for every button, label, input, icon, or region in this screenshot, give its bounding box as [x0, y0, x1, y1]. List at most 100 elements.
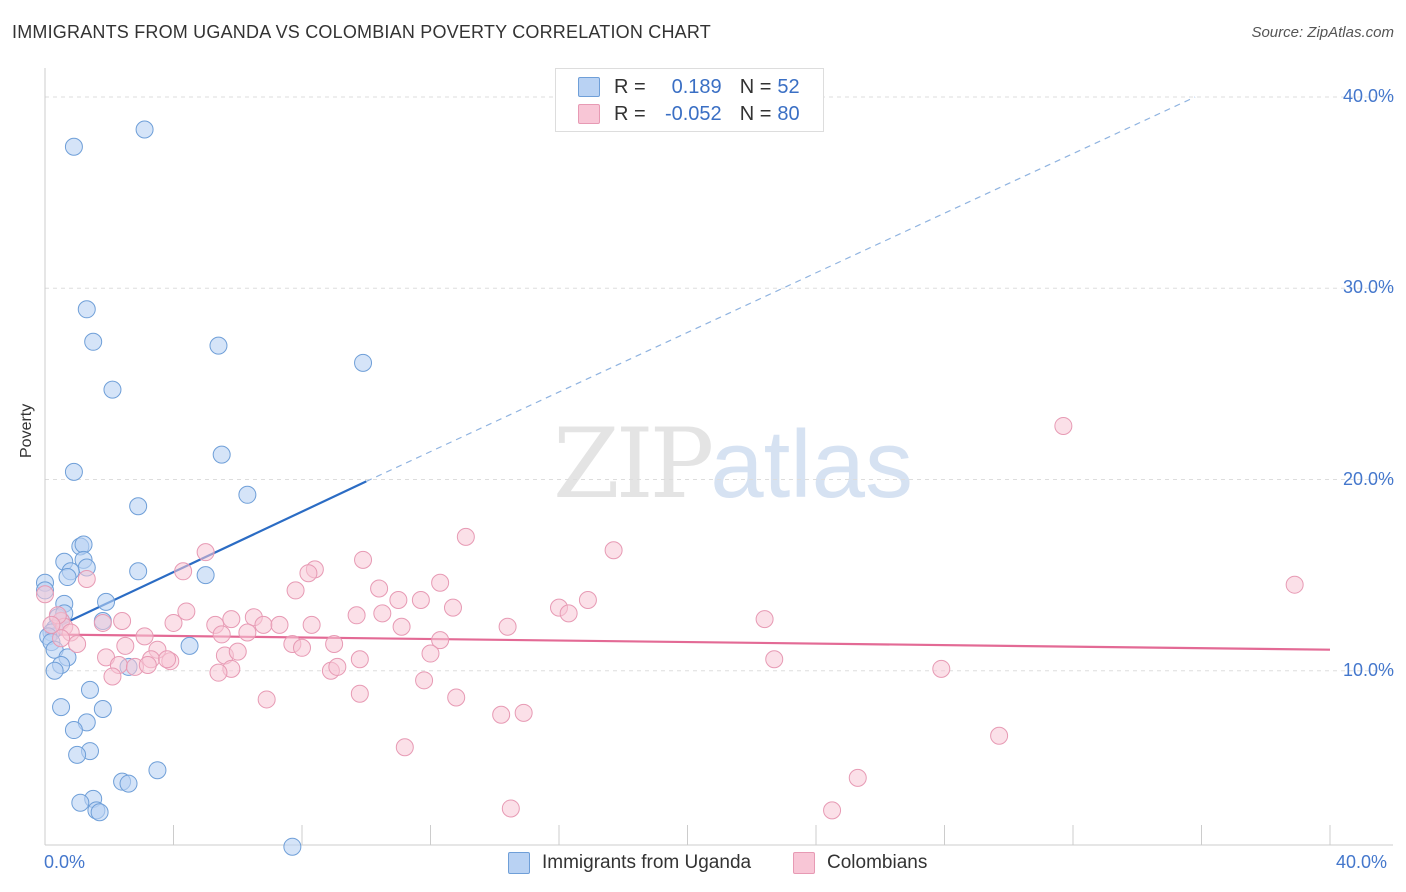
gridlines — [45, 96, 1393, 672]
point-uganda — [238, 485, 257, 504]
point-colombian — [514, 703, 533, 722]
y-tick-label: 40.0% — [1342, 86, 1394, 106]
point-colombian — [578, 590, 597, 609]
point-colombian — [116, 636, 135, 655]
point-uganda — [354, 353, 373, 372]
point-colombian — [93, 613, 112, 632]
point-uganda — [52, 698, 71, 717]
legend-n-value: 52 — [777, 75, 800, 98]
trend-lines — [44, 96, 1331, 651]
point-colombian — [325, 634, 344, 653]
point-colombian — [373, 604, 392, 623]
point-colombian — [135, 627, 154, 646]
point-uganda — [209, 336, 228, 355]
point-uganda — [64, 137, 83, 156]
bottom-legend-colombian: Colombians — [793, 852, 927, 874]
point-colombian — [158, 650, 177, 669]
point-uganda — [45, 661, 64, 680]
legend-row-uganda: R = 0.189 N = 52 — [578, 75, 800, 99]
point-colombian — [302, 615, 321, 634]
point-colombian — [411, 590, 430, 609]
point-colombian — [138, 656, 157, 675]
legend-n-label: N = — [739, 102, 772, 125]
point-colombian — [447, 688, 466, 707]
point-colombian — [77, 569, 96, 588]
point-colombian — [354, 550, 373, 569]
point-colombian — [755, 610, 774, 629]
legend-r-label: R = — [614, 75, 646, 98]
point-colombian — [113, 612, 132, 631]
bottom-legend-label-uganda: Immigrants from Uganda — [542, 852, 752, 873]
legend-r-value: -0.052 — [664, 102, 722, 125]
point-colombian — [347, 606, 366, 625]
y-tick-label: 20.0% — [1342, 468, 1394, 489]
point-uganda — [93, 700, 112, 718]
point-colombian — [501, 799, 520, 818]
point-colombian — [823, 801, 842, 820]
point-colombian — [498, 617, 517, 636]
point-colombian — [350, 650, 369, 669]
point-colombian — [293, 638, 311, 657]
point-colombian — [222, 610, 241, 629]
point-uganda — [64, 462, 83, 481]
point-colombian — [299, 564, 318, 583]
point-colombian — [212, 625, 231, 644]
bottom-legend-uganda: Immigrants from Uganda — [508, 852, 751, 874]
legend-n-label: N = — [739, 75, 772, 98]
source-label: Source: ZipAtlas.com — [1251, 24, 1394, 41]
y-tick-label: 30.0% — [1342, 277, 1394, 298]
point-colombian — [765, 650, 784, 669]
point-colombian — [103, 667, 122, 686]
chart-title: IMMIGRANTS FROM UGANDA VS COLOMBIAN POVE… — [12, 22, 711, 42]
legend-n-value: 80 — [777, 102, 800, 125]
point-uganda — [148, 761, 167, 780]
point-colombian — [389, 590, 408, 609]
point-colombian — [431, 573, 450, 592]
point-uganda — [64, 721, 83, 740]
trend-line-colombian — [44, 633, 1331, 651]
point-colombian — [604, 541, 623, 560]
point-uganda — [196, 566, 215, 585]
point-colombian — [431, 631, 450, 650]
point-colombian — [932, 659, 951, 678]
point-uganda — [90, 803, 109, 822]
x-tick-label-min: 0.0% — [44, 852, 86, 872]
point-uganda — [68, 745, 87, 764]
point-uganda — [71, 793, 90, 812]
point-uganda — [77, 300, 96, 319]
point-colombian — [254, 615, 273, 634]
series-uganda-points — [36, 120, 373, 856]
legend-r-value: 0.189 — [671, 75, 722, 98]
point-colombian — [174, 562, 193, 581]
point-colombian — [415, 671, 434, 690]
trend-line-uganda-extension — [365, 96, 1196, 482]
point-colombian — [286, 581, 305, 600]
point-uganda — [74, 535, 93, 554]
legend: R = 0.189 N = 52 R = -0.052 N = 80 — [555, 68, 824, 132]
point-colombian — [177, 602, 196, 621]
point-colombian — [36, 585, 54, 604]
point-colombian — [392, 617, 411, 636]
legend-row-colombian: R = -0.052 N = 80 — [578, 102, 800, 126]
point-colombian — [257, 690, 276, 709]
point-colombian — [990, 726, 1009, 745]
point-colombian — [443, 598, 462, 617]
bottom-legend-swatch-colombian — [793, 852, 815, 874]
point-colombian — [196, 543, 215, 562]
watermark-zip: ZIP — [553, 408, 714, 520]
point-colombian — [421, 644, 440, 663]
point-uganda — [212, 445, 231, 464]
point-colombian — [395, 738, 414, 757]
point-colombian — [238, 623, 257, 642]
legend-r-label: R = — [614, 102, 646, 125]
y-tick-label: 10.0% — [1342, 659, 1394, 680]
point-uganda — [97, 592, 116, 611]
series-colombian-points — [36, 416, 1304, 820]
watermark: ZIPatlas — [553, 408, 913, 520]
point-uganda — [180, 636, 199, 655]
point-colombian — [228, 642, 247, 661]
point-colombian — [270, 615, 289, 634]
point-colombian — [52, 629, 71, 648]
point-uganda — [84, 332, 103, 351]
